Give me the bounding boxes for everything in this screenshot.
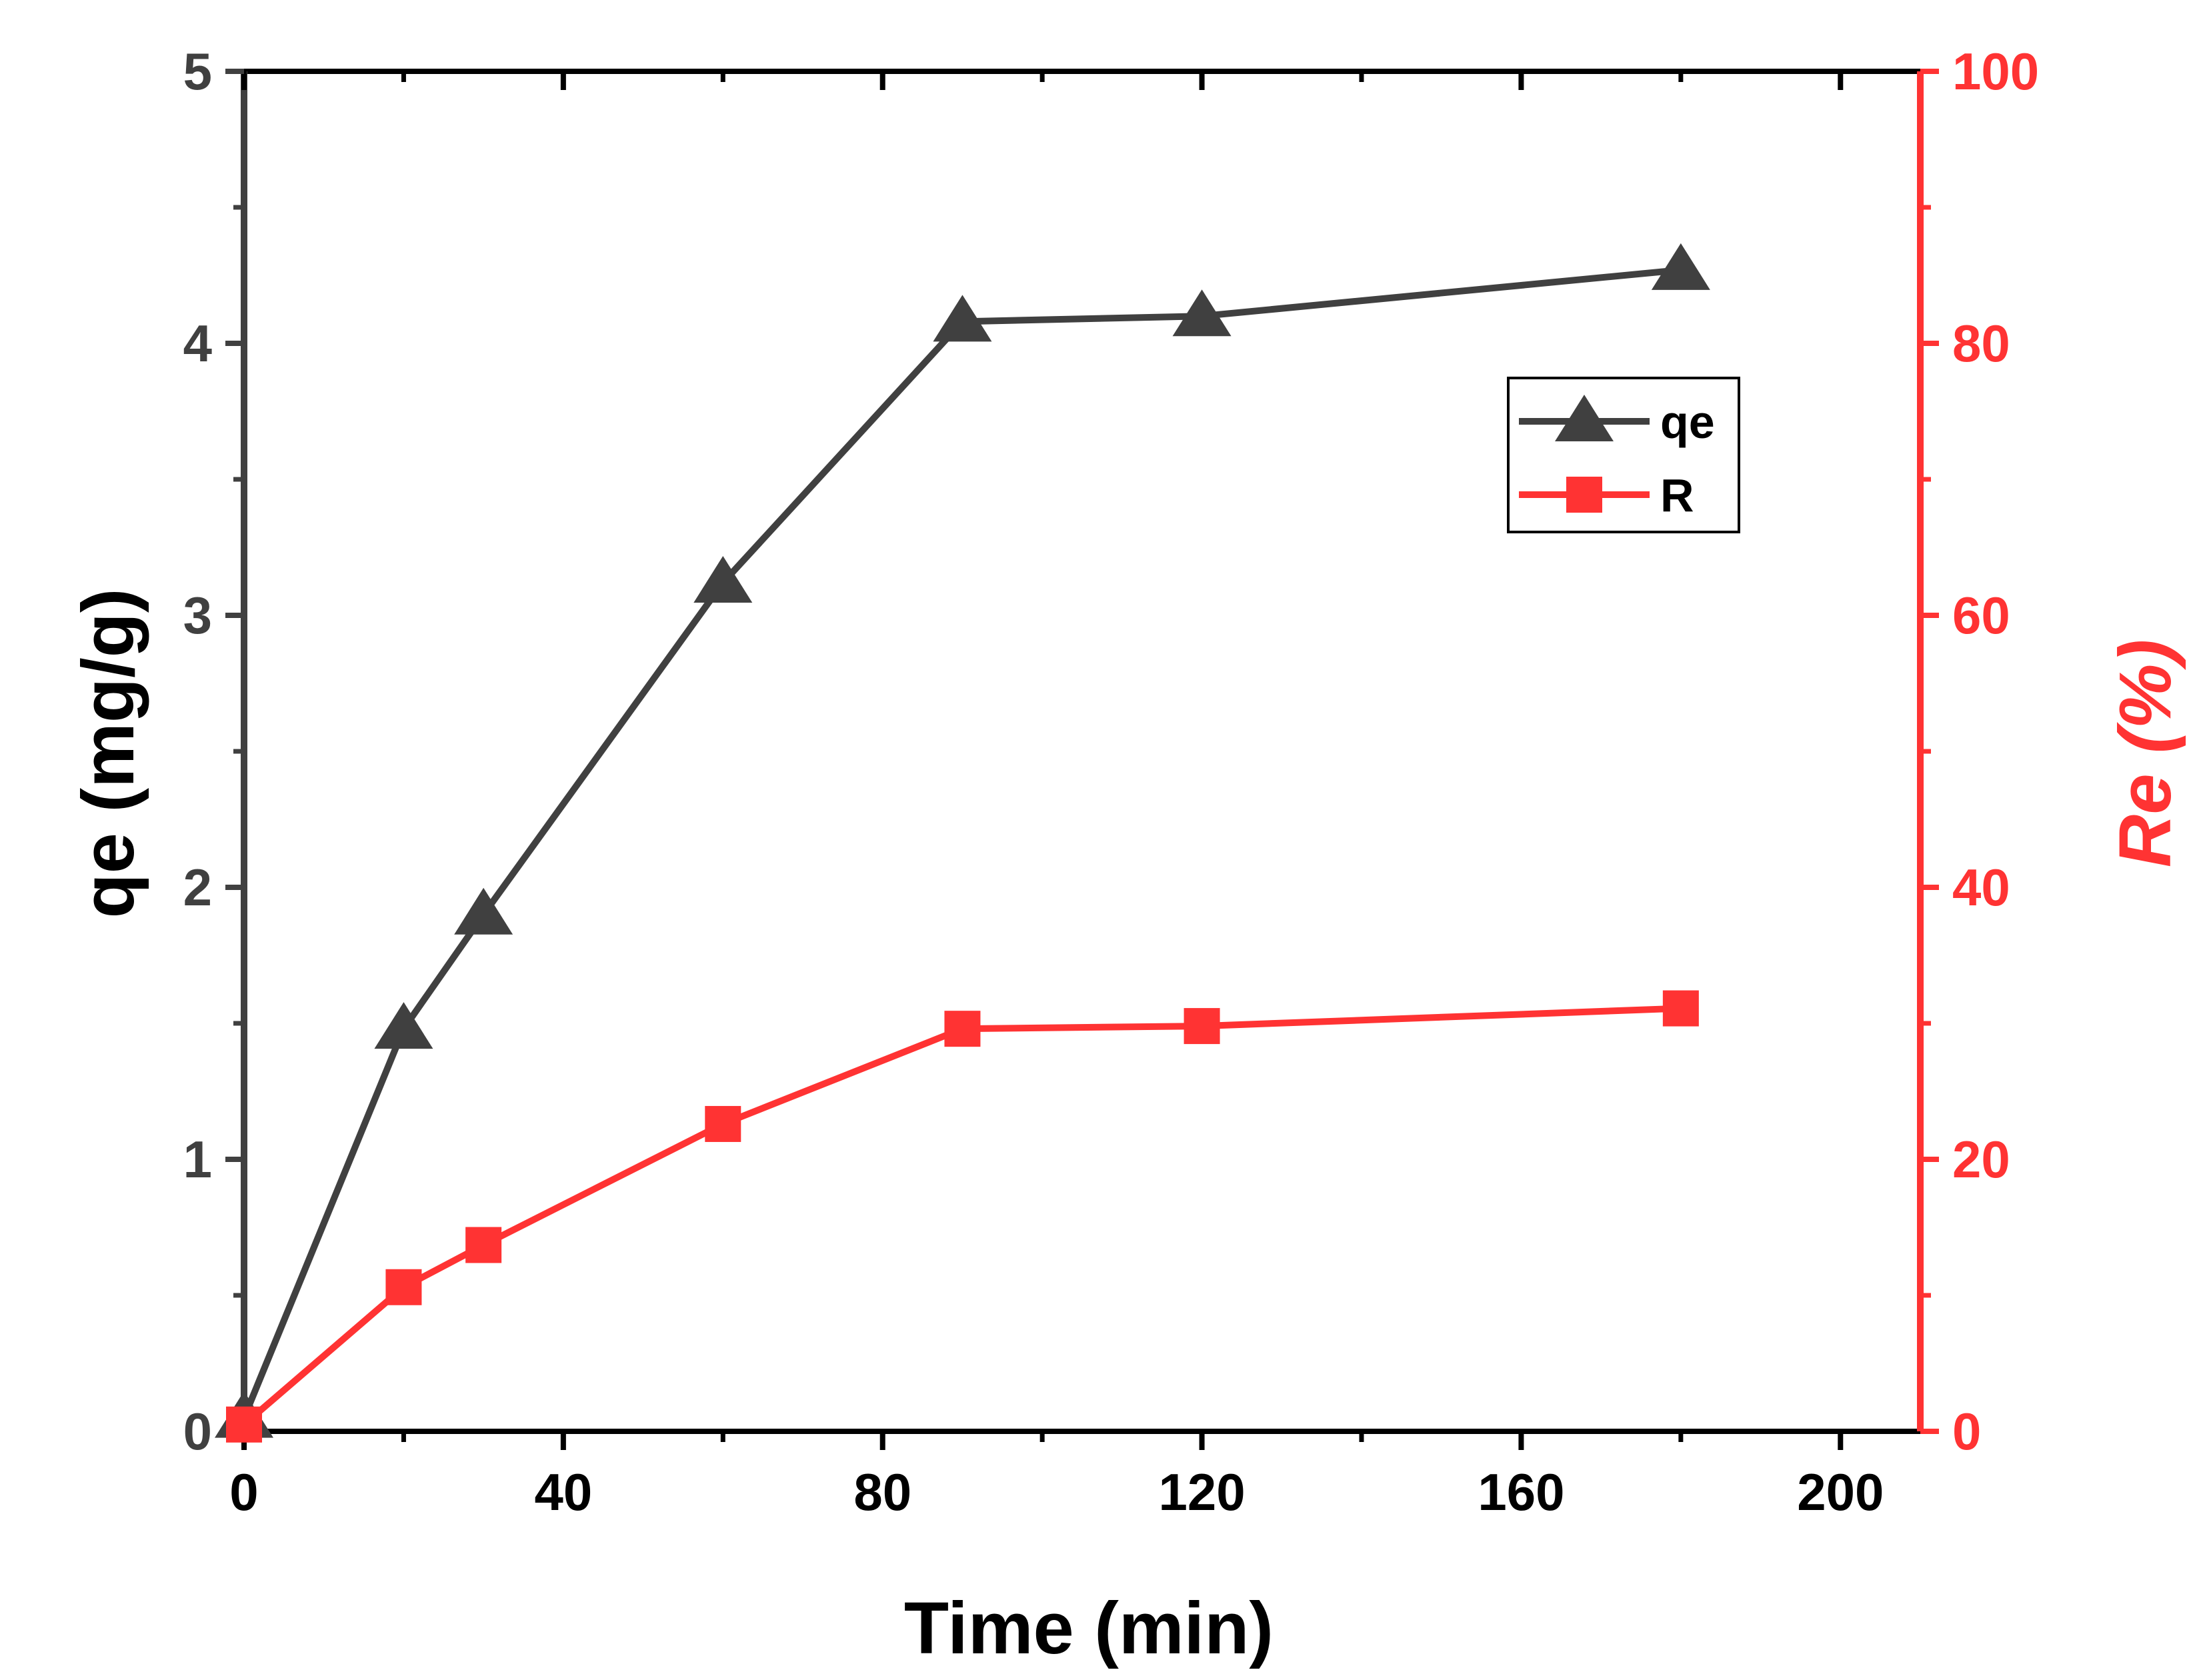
left-tick-label: 3 bbox=[183, 586, 212, 645]
left-tick-label: 4 bbox=[183, 314, 212, 373]
data-point-R bbox=[944, 1011, 981, 1047]
legend-label-R: R bbox=[1660, 469, 1694, 521]
data-point-qe bbox=[933, 295, 992, 342]
right-axis-title: Re (%) bbox=[2104, 639, 2186, 867]
right-tick-label: 100 bbox=[1952, 42, 2039, 101]
x-tick-label: 120 bbox=[1159, 1463, 1246, 1521]
data-point-qe bbox=[693, 556, 753, 603]
x-axis-title: Time (min) bbox=[904, 1587, 1274, 1669]
legend: qe R bbox=[1507, 377, 1740, 533]
left-tick-label: 5 bbox=[183, 42, 212, 101]
left-axis-ticks: 0 1 2 3 4 5 bbox=[183, 42, 244, 1461]
series-line-qe bbox=[241, 266, 1682, 1419]
x-tick-label: 160 bbox=[1478, 1463, 1564, 1521]
right-tick-label: 20 bbox=[1952, 1130, 2010, 1189]
data-point-qe bbox=[374, 1002, 433, 1049]
data-point-qe bbox=[454, 887, 513, 935]
right-tick-label: 0 bbox=[1952, 1402, 1981, 1461]
right-tick-label: 80 bbox=[1952, 314, 2010, 373]
left-tick-label: 0 bbox=[183, 1402, 212, 1461]
series-layer bbox=[215, 243, 1710, 1443]
legend-marker-R bbox=[1566, 477, 1602, 513]
series-line-R bbox=[241, 1005, 1682, 1427]
left-axis-title: qe (mg/g) bbox=[67, 589, 149, 919]
data-point-R bbox=[226, 1406, 262, 1443]
data-point-R bbox=[385, 1269, 422, 1305]
data-point-R bbox=[705, 1105, 741, 1142]
data-point-R bbox=[465, 1227, 502, 1263]
x-tick-label: 80 bbox=[853, 1463, 911, 1521]
legend-items: qe R bbox=[1519, 395, 1715, 521]
left-tick-label: 1 bbox=[183, 1130, 212, 1189]
data-point-R bbox=[1662, 990, 1699, 1027]
data-point-R bbox=[1184, 1008, 1220, 1045]
x-tick-label: 40 bbox=[534, 1463, 592, 1521]
left-tick-label: 2 bbox=[183, 858, 212, 917]
legend-box bbox=[1507, 377, 1740, 533]
x-tick-label: 200 bbox=[1797, 1463, 1884, 1521]
x-tick-label: 0 bbox=[229, 1463, 258, 1521]
data-point-qe bbox=[1651, 243, 1710, 290]
x-axis-ticks: 0 40 80 120 160 200 bbox=[229, 71, 1884, 1521]
legend-label-qe: qe bbox=[1660, 396, 1715, 448]
right-axis-ticks: 0 20 40 60 80 100 bbox=[1920, 42, 2039, 1461]
data-point-qe bbox=[1172, 289, 1232, 337]
legend-marker-qe bbox=[1555, 395, 1614, 441]
right-tick-label: 40 bbox=[1952, 858, 2010, 917]
right-tick-label: 60 bbox=[1952, 586, 2010, 645]
